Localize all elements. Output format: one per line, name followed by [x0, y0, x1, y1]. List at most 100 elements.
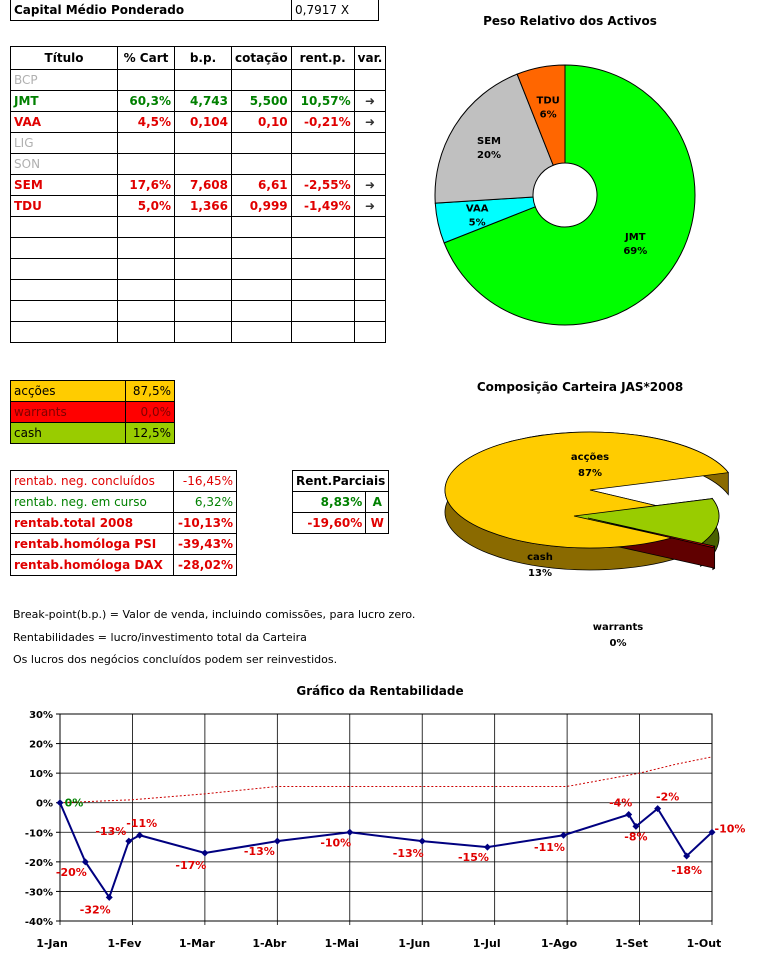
pie2-value-label: 0% — [610, 638, 627, 649]
capital-label: Capital Médio Ponderado — [10, 0, 292, 21]
empty-cell — [174, 300, 232, 322]
empty-cell — [231, 279, 292, 301]
empty-cell — [10, 279, 118, 301]
holding-cell-cart — [117, 69, 175, 91]
y-tick-label: -20% — [25, 858, 53, 869]
series-point — [632, 822, 640, 830]
empty-cell — [231, 300, 292, 322]
series-point — [136, 831, 144, 839]
capital-unit: X — [340, 3, 350, 17]
holding-cell-cot — [231, 153, 292, 175]
partial-row: -19,60% W — [291, 512, 390, 534]
series-point — [483, 843, 491, 851]
empty-cell — [353, 237, 387, 259]
empty-cell — [353, 300, 387, 322]
return-row: rentab. neg. em curso 6,32% — [10, 491, 237, 513]
holding-cell-cot: 0,10 — [231, 111, 292, 133]
pie1-title: Peso Relativo dos Activos — [483, 14, 657, 28]
series-point — [56, 799, 64, 807]
series-point — [559, 831, 567, 839]
holdings-header-row: Título% Cart b.p. cotação rent.p. var. — [10, 46, 387, 70]
holding-row-empty — [10, 216, 387, 238]
point-label: -20% — [56, 866, 87, 879]
allocation-label: cash — [10, 422, 126, 444]
returns-table: rentab. neg. concluídos -16,45% rentab. ne… — [10, 470, 237, 576]
return-label: rentab. neg. em curso — [10, 491, 174, 513]
point-label: -15% — [458, 851, 489, 864]
empty-cell — [290, 300, 355, 322]
point-label: -4% — [609, 797, 632, 810]
empty-cell — [231, 237, 292, 259]
holding-cell-name: TDU — [10, 195, 118, 217]
pie1-slice-JMT — [443, 64, 696, 326]
holding-cell-name: LIG — [10, 132, 118, 154]
holding-row: SON — [10, 153, 387, 175]
holding-cell-cot — [231, 132, 292, 154]
y-tick-label: 20% — [29, 740, 53, 751]
point-label: -13% — [393, 847, 424, 860]
point-label: -11% — [126, 817, 157, 830]
pie1-value-label: 20% — [477, 150, 501, 161]
pie2-value-label: 13% — [528, 568, 552, 579]
series-point — [273, 837, 281, 845]
allocation-value: 12,5% — [125, 422, 175, 444]
holding-cell-name: SEM — [10, 174, 118, 196]
partial-value: -19,60% — [291, 512, 367, 534]
pie1-value-label: 6% — [540, 110, 557, 121]
series-point — [708, 828, 716, 836]
holding-cell-var — [353, 132, 387, 154]
empty-cell — [174, 237, 232, 259]
empty-cell — [290, 321, 355, 343]
holding-cell-cart: 5,0% — [117, 195, 175, 217]
x-tick-label: 1-Fev — [107, 937, 142, 950]
empty-cell — [117, 279, 175, 301]
series-point — [81, 858, 89, 866]
x-tick-label: 1-Jul — [473, 937, 501, 950]
pie2-slice-warrants — [587, 517, 716, 548]
y-tick-label: -10% — [25, 828, 53, 839]
pie2-label: cash — [527, 552, 553, 563]
return-value: -16,45% — [173, 470, 237, 492]
allocation-label: acções — [10, 380, 126, 402]
holdings-table: Título% Cart b.p. cotação rent.p. var. BCP JM… — [10, 46, 387, 343]
y-tick-label: 0% — [36, 799, 53, 810]
holding-cell-cot: 6,61 — [231, 174, 292, 196]
allocation-value: 87,5% — [125, 380, 175, 402]
pie-portfolio-composition: acções 87% cash 13% warrants 0% — [444, 431, 730, 649]
y-tick-label: -30% — [25, 887, 53, 898]
pie1-label: JMT — [624, 232, 646, 243]
holding-cell-rent: 10,57% — [290, 90, 355, 112]
series-reference-line — [59, 756, 713, 804]
allocation-label: warrants — [10, 401, 126, 423]
holding-cell-rent: -1,49% — [290, 195, 355, 217]
holding-cell-cart: 4,5% — [117, 111, 175, 133]
partials-table: Rent.Parciais 8,83% A -19,60% W — [291, 470, 390, 534]
holding-cell-bp: 1,366 — [174, 195, 232, 217]
empty-cell — [353, 321, 387, 343]
holding-cell-bp — [174, 132, 232, 154]
empty-cell — [174, 258, 232, 280]
empty-cell — [353, 258, 387, 280]
holding-cell-var: ➜ — [353, 111, 387, 133]
holding-cell-var — [353, 153, 387, 175]
holding-cell-cot: 5,500 — [231, 90, 292, 112]
y-tick-label: 10% — [29, 769, 53, 780]
x-tick-label: 1-Out — [687, 937, 722, 950]
holding-row: BCP — [10, 69, 387, 91]
point-label: -13% — [95, 825, 126, 838]
capital-box: Capital Médio Ponderado 0,7917 X — [10, 0, 379, 21]
line-chart-returns: 30%20%10%0%-10%-20%-30%-40%1-Jan 1-Fev 1-M… — [25, 710, 746, 950]
return-row: rentab. neg. concluídos -16,45% — [10, 470, 237, 492]
pie-relative-weight: JMT 69% VAA 5% SEM 20% TDU 6% — [434, 64, 696, 326]
partial-row: 8,83% A — [291, 491, 390, 513]
x-tick-label: 1-Jan — [36, 937, 68, 950]
series-point — [418, 837, 426, 845]
holding-cell-cart: 17,6% — [117, 174, 175, 196]
partial-tag: A — [365, 491, 390, 513]
allocation-row: acções 87,5% — [10, 380, 175, 402]
allocation-row: cash 12,5% — [10, 422, 175, 444]
return-value: -39,43% — [173, 533, 237, 555]
holding-cell-name: BCP — [10, 69, 118, 91]
holding-row: TDU 5,0% 1,366 0,999 -1,49% ➜ — [10, 195, 387, 217]
series-point — [683, 852, 691, 860]
